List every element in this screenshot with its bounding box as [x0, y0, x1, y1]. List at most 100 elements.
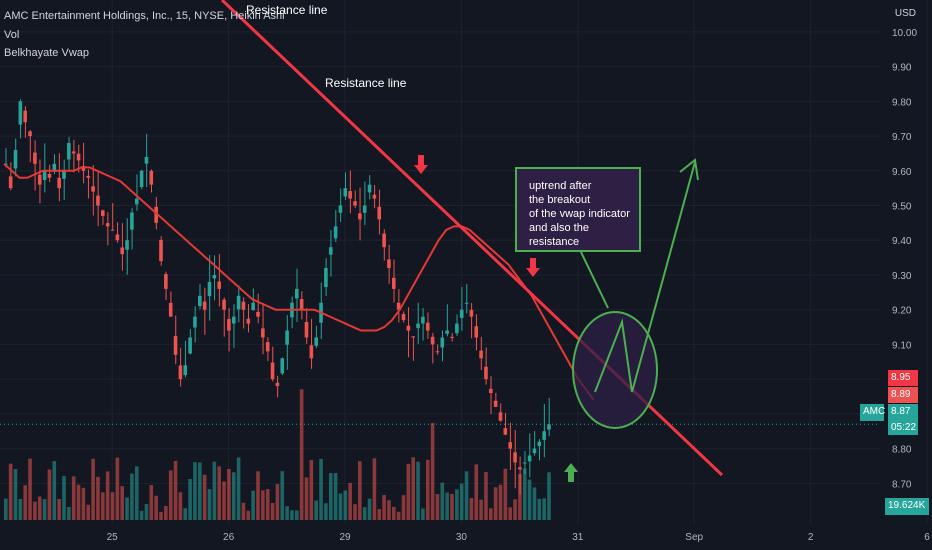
volume-bar: [338, 493, 343, 520]
ticker-tag: AMC: [860, 404, 885, 421]
volume-bar: [96, 476, 100, 520]
candle-body: [367, 184, 372, 193]
candle-body: [115, 234, 120, 241]
volume-bar: [23, 485, 27, 520]
volume-bar: [105, 471, 110, 520]
candle-body: [503, 428, 508, 435]
sell-arrow-icon: [414, 165, 428, 174]
breakout-zone: [572, 311, 658, 429]
x-tick-label: 30: [456, 532, 468, 543]
y-tick-label: 8.70: [892, 479, 912, 490]
volume-bar: [343, 490, 348, 520]
candle-body: [57, 177, 61, 189]
volume-bar: [37, 496, 42, 520]
volume-bar: [527, 479, 532, 520]
volume-bar: [455, 489, 459, 520]
volume-bar: [261, 490, 265, 520]
volume-bar: [387, 500, 391, 520]
candle-body: [62, 170, 66, 179]
volume-bar: [348, 483, 352, 520]
candle-body: [110, 229, 115, 231]
candle-body: [105, 223, 110, 227]
volume-bar: [328, 473, 333, 520]
y-tick-label: 9.20: [892, 306, 912, 317]
candle-body: [382, 233, 386, 248]
volume-bar: [168, 470, 173, 520]
candle-body: [202, 301, 207, 310]
volume-bar: [178, 492, 183, 520]
candle-body: [532, 448, 537, 454]
volume-bar: [314, 500, 318, 520]
volume-bar: [493, 487, 498, 520]
candle-body: [537, 441, 542, 446]
volume-bar: [324, 503, 328, 520]
volume-bar: [71, 476, 76, 520]
volume-bar: [236, 457, 241, 520]
volume-bar: [193, 462, 197, 520]
volume-bar: [198, 462, 202, 520]
volume-bar: [459, 483, 464, 520]
volume-bar: [469, 497, 474, 520]
volume-bar: [120, 486, 124, 520]
volume-bar: [513, 499, 517, 520]
candle-body: [358, 213, 362, 220]
volume-bar: [18, 499, 23, 520]
volume-bar: [241, 502, 246, 520]
callout-pointer: [579, 249, 609, 309]
price-tag-red-2: 8.89: [888, 387, 918, 403]
vol-indicator-label[interactable]: Vol: [4, 29, 20, 41]
volume-bar: [130, 473, 134, 520]
volume-bar: [42, 499, 47, 520]
volume-bar: [406, 463, 411, 520]
candle-body: [178, 365, 183, 380]
y-tick-label: 8.80: [892, 445, 912, 456]
y-tick-label: 9.30: [892, 271, 912, 282]
volume-bar: [256, 471, 260, 520]
candle-body: [469, 309, 474, 317]
candle-body: [324, 268, 328, 287]
candle-body: [139, 170, 144, 187]
y-tick-label: 9.60: [892, 167, 912, 178]
callout-line: of the vwap indicator: [529, 208, 630, 220]
candle-body: [130, 212, 134, 230]
current-price-tag: 8.87: [888, 404, 918, 420]
candle-body: [498, 412, 503, 421]
volume-bar: [382, 495, 386, 520]
candle-body: [295, 288, 299, 299]
volume-bar: [518, 474, 522, 520]
candle-body: [401, 314, 406, 321]
volume-bar: [421, 508, 425, 520]
callout-line: and also the resistance: [529, 222, 589, 248]
volume-bar: [81, 487, 86, 520]
candle-body: [484, 366, 488, 380]
volume-bar: [542, 498, 546, 520]
volume-bar: [425, 459, 430, 520]
volume-bar: [222, 481, 226, 520]
candle-body: [37, 174, 42, 185]
volume-bar: [285, 506, 289, 520]
candle-body: [23, 110, 27, 123]
candle-body: [198, 295, 202, 307]
candle-body: [328, 247, 333, 255]
candle-body: [522, 462, 527, 464]
y-tick-label: 9.50: [892, 202, 912, 213]
candle-body: [251, 302, 255, 310]
candle-body: [285, 330, 289, 345]
candle-body: [270, 362, 275, 380]
resistance-label-mid: Resistance line: [325, 76, 407, 90]
volume-bar: [464, 471, 469, 520]
candle-body: [338, 205, 343, 213]
volume-bar: [52, 461, 57, 520]
candle-body: [411, 336, 415, 338]
vwap-indicator-label[interactable]: Belkhayate Vwap: [4, 47, 89, 59]
candle-body: [445, 330, 449, 334]
buy-arrow-icon: [564, 463, 578, 472]
volume-bar: [231, 472, 236, 520]
volume-bar: [508, 507, 512, 520]
candle-body: [193, 316, 197, 328]
volume-bar: [212, 461, 217, 520]
candle-body: [421, 316, 425, 324]
volume-bar: [430, 423, 435, 520]
candle-body: [435, 351, 440, 353]
